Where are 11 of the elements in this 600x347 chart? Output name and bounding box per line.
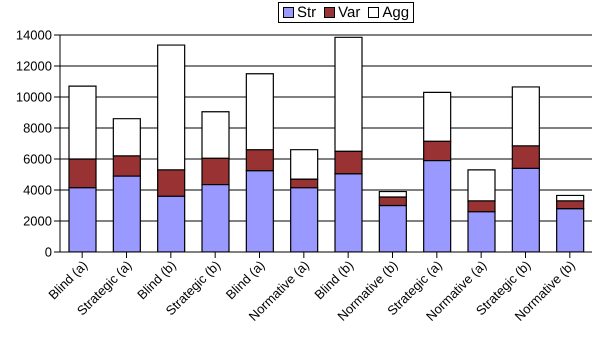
y-tick-label: 12000 — [16, 58, 52, 74]
y-tick-label: 6000 — [23, 152, 52, 167]
y-tick-label: 14000 — [16, 28, 52, 43]
legend-label: Var — [337, 4, 360, 21]
y-tick-label: 10000 — [16, 90, 52, 105]
y-tick-label: 2000 — [23, 214, 52, 229]
y-tick-label: 0 — [44, 244, 52, 260]
legend-label: Str — [296, 4, 316, 21]
y-tick-label: 4000 — [23, 182, 52, 198]
legend-label: Agg — [381, 4, 410, 21]
y-tick-label: 8000 — [23, 120, 52, 136]
